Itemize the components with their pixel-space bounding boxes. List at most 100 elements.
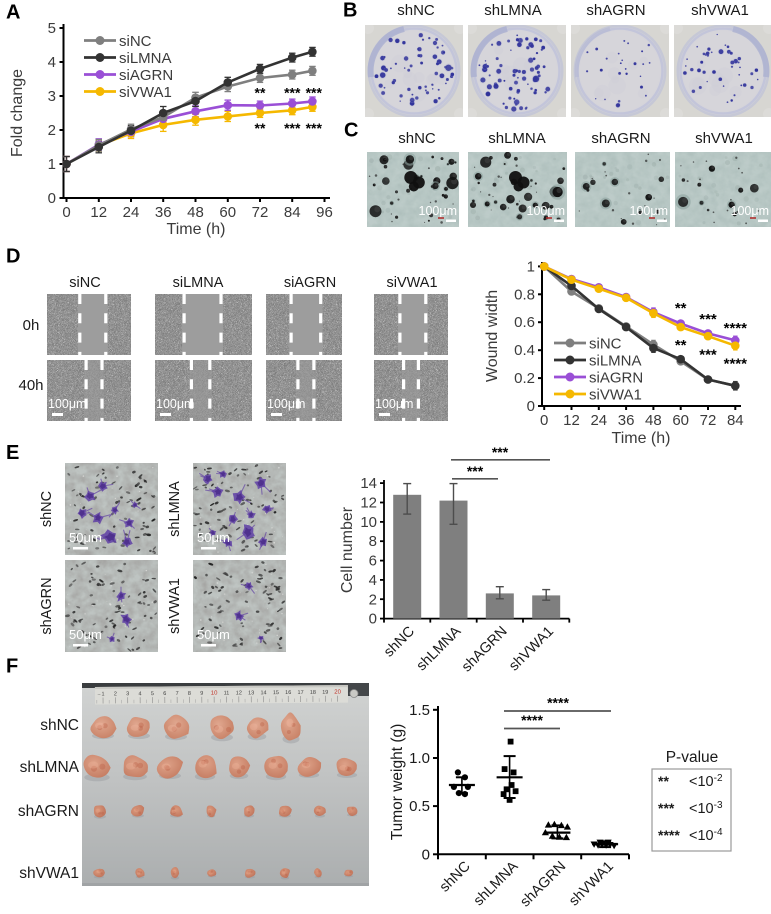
svg-text:****: ****	[658, 827, 680, 843]
svg-text:shVWA1: shVWA1	[695, 130, 753, 147]
svg-text:shNC: shNC	[398, 130, 436, 147]
svg-text:Time (h): Time (h)	[167, 221, 226, 238]
svg-text:84: 84	[284, 204, 301, 221]
svg-text:100μm: 100μm	[267, 397, 305, 411]
svg-text:36: 36	[618, 412, 635, 429]
svg-text:siAGRN: siAGRN	[589, 370, 643, 387]
svg-text:E: E	[6, 442, 19, 464]
svg-text:1: 1	[527, 258, 535, 275]
svg-text:7: 7	[176, 691, 179, 697]
svg-text:***: ***	[658, 800, 675, 816]
svg-text:****: ****	[521, 712, 543, 728]
svg-text:shLMNA: shLMNA	[471, 858, 522, 909]
svg-text:D: D	[6, 246, 20, 268]
svg-text:shLMNA: shLMNA	[484, 2, 542, 19]
svg-text:50μm: 50μm	[69, 530, 102, 545]
svg-text:shVWA1: shVWA1	[19, 865, 79, 882]
svg-text:13: 13	[248, 690, 254, 696]
svg-text:3: 3	[48, 88, 56, 105]
svg-text:Wound width: Wound width	[484, 290, 501, 382]
svg-text:18: 18	[310, 690, 316, 696]
svg-text:siAGRN: siAGRN	[284, 275, 336, 291]
svg-text:8: 8	[369, 533, 377, 550]
svg-text:siLMNA: siLMNA	[119, 50, 172, 67]
svg-text:12: 12	[90, 204, 107, 221]
svg-text:100μm: 100μm	[527, 204, 565, 218]
svg-text:<10-4: <10-4	[689, 827, 723, 844]
svg-text:***: ***	[306, 120, 323, 136]
svg-text:15: 15	[273, 690, 279, 696]
svg-text:60: 60	[672, 412, 689, 429]
svg-text:0: 0	[48, 190, 56, 207]
svg-text:0h: 0h	[23, 317, 40, 334]
svg-text:0: 0	[422, 846, 430, 863]
svg-text:****: ****	[724, 320, 748, 337]
svg-text:Cell number: Cell number	[339, 506, 356, 593]
svg-text:100μm: 100μm	[630, 204, 668, 218]
svg-text:4: 4	[138, 691, 141, 697]
svg-text:0.6: 0.6	[514, 314, 535, 331]
svg-text:20: 20	[334, 690, 341, 696]
svg-text:84: 84	[727, 412, 744, 429]
svg-text:***: ***	[467, 463, 484, 479]
svg-text:shNC: shNC	[39, 491, 55, 527]
svg-text:siNC: siNC	[589, 336, 622, 353]
svg-text:shAGRN: shAGRN	[459, 624, 511, 676]
svg-text:100μm: 100μm	[48, 397, 86, 411]
svg-text:**: **	[255, 120, 266, 136]
svg-text:**: **	[675, 300, 687, 317]
svg-text:***: ***	[492, 444, 509, 460]
svg-text:**: **	[675, 337, 687, 354]
svg-text:Fold change: Fold change	[9, 69, 26, 157]
svg-text:shAGRN: shAGRN	[517, 859, 569, 911]
svg-text:6: 6	[369, 553, 377, 570]
svg-text:48: 48	[645, 412, 662, 429]
svg-text:B: B	[343, 0, 357, 22]
svg-text:shLMNA: shLMNA	[488, 130, 546, 147]
svg-text:16: 16	[285, 690, 291, 696]
svg-text:50μm: 50μm	[69, 627, 102, 642]
svg-text:shVWA1: shVWA1	[506, 624, 557, 675]
svg-text:10: 10	[211, 691, 218, 697]
svg-text:2: 2	[48, 122, 56, 139]
svg-text:****: ****	[724, 355, 748, 372]
svg-text:1.0: 1.0	[409, 750, 430, 767]
svg-text:siNC: siNC	[119, 33, 152, 50]
svg-text:12: 12	[360, 495, 377, 512]
svg-text:0: 0	[540, 412, 548, 429]
svg-text:<10-2: <10-2	[689, 773, 723, 790]
svg-text:3: 3	[126, 691, 129, 697]
svg-text:shAGRN: shAGRN	[18, 803, 79, 820]
svg-text:5: 5	[48, 20, 56, 37]
svg-text:siNC: siNC	[69, 275, 100, 291]
svg-text:96: 96	[316, 204, 333, 221]
svg-text:0.4: 0.4	[514, 342, 535, 359]
svg-text:shAGRN: shAGRN	[591, 130, 650, 147]
svg-text:1: 1	[101, 691, 104, 697]
svg-text:1.5: 1.5	[409, 702, 430, 719]
svg-text:Time (h): Time (h)	[612, 430, 671, 447]
svg-text:72: 72	[252, 204, 269, 221]
svg-text:50μm: 50μm	[197, 627, 230, 642]
svg-text:36: 36	[155, 204, 172, 221]
svg-text:9: 9	[200, 691, 203, 697]
svg-text:***: ***	[699, 311, 717, 328]
svg-text:10: 10	[360, 514, 377, 531]
svg-text:2: 2	[114, 691, 117, 697]
svg-text:***: ***	[306, 84, 323, 100]
svg-text:****: ****	[547, 695, 569, 711]
svg-text:2: 2	[369, 591, 377, 608]
svg-text:100μm: 100μm	[375, 397, 413, 411]
svg-text:**: **	[255, 84, 266, 100]
svg-text:4: 4	[369, 572, 377, 589]
svg-text:***: ***	[284, 84, 301, 100]
svg-text:100μm: 100μm	[731, 204, 769, 218]
svg-text:siVWA1: siVWA1	[589, 387, 642, 404]
svg-text:6: 6	[163, 691, 166, 697]
svg-text:72: 72	[700, 412, 717, 429]
svg-text:shLMNA: shLMNA	[167, 481, 183, 537]
svg-text:***: ***	[284, 120, 301, 136]
svg-text:8: 8	[188, 691, 191, 697]
svg-text:14: 14	[360, 475, 377, 492]
svg-text:shVWA1: shVWA1	[566, 859, 617, 910]
